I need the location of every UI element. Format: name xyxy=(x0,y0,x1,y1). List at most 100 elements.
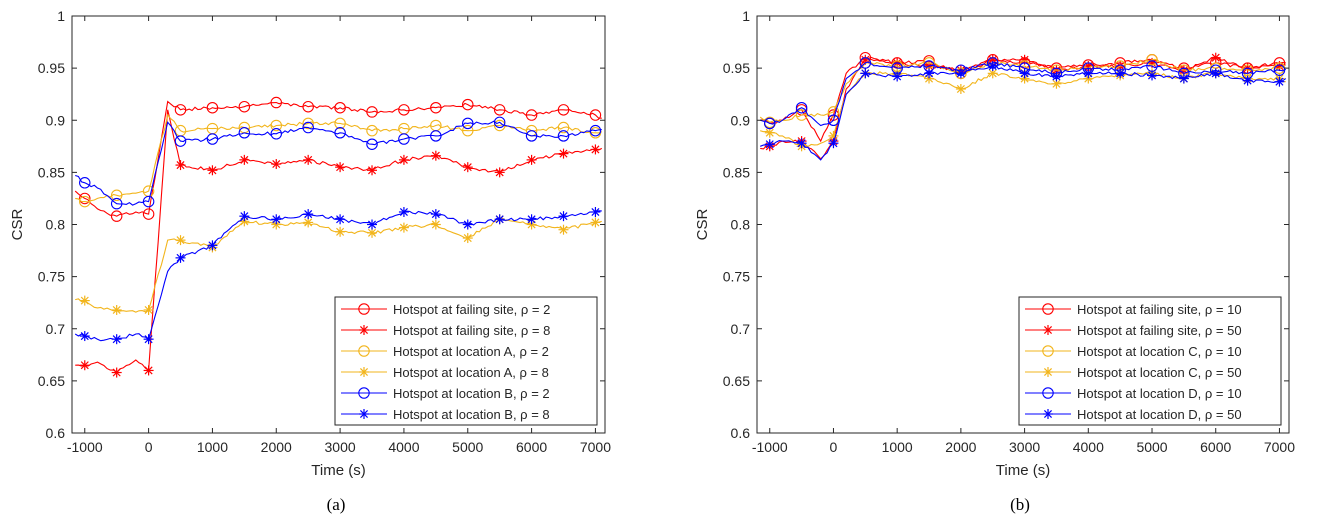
series-4-marker xyxy=(270,128,283,140)
series-1-marker xyxy=(430,150,441,161)
series-3-marker xyxy=(111,304,122,315)
series-1-marker xyxy=(558,148,569,159)
series-3-marker xyxy=(303,217,314,228)
legend-label: Hotspot at failing site, ρ = 8 xyxy=(393,323,550,338)
series-0-marker xyxy=(366,106,378,118)
chart-panel-b: -1000 0 1000 2000 3000 4000 5000 6000 7000 0.6 0.6… xyxy=(694,8,1295,479)
series-4-marker xyxy=(142,195,155,208)
series-5-marker xyxy=(1242,75,1253,86)
x-tick-label: -1000 xyxy=(67,439,103,455)
series-1-marker xyxy=(303,154,314,165)
series-3-marker xyxy=(764,127,775,138)
series-1-marker xyxy=(207,165,218,176)
series-5-marker xyxy=(1210,68,1221,79)
series-4-marker xyxy=(859,57,872,69)
series-4-marker xyxy=(238,127,251,139)
y-tick-label: 0.75 xyxy=(38,269,65,285)
series-5-marker xyxy=(1083,68,1094,79)
series-0-marker xyxy=(493,104,506,116)
y-tick-label: 0.65 xyxy=(723,373,750,389)
y-axis-label: CSR xyxy=(9,208,26,240)
series-1-marker xyxy=(239,154,250,165)
series-line-4 xyxy=(75,120,602,206)
series-1-marker xyxy=(462,162,473,173)
series-0-marker xyxy=(174,104,187,116)
series-3-marker xyxy=(398,222,409,233)
series-5-marker xyxy=(111,334,122,345)
x-axis-label: Time (s) xyxy=(311,462,365,479)
series-1-marker xyxy=(367,165,378,176)
legend-label: Hotspot at location C, ρ = 50 xyxy=(1077,365,1242,380)
series-5-marker xyxy=(526,214,537,225)
series-4-marker xyxy=(557,130,570,142)
legend-box xyxy=(334,296,598,426)
series-0-marker xyxy=(398,104,410,116)
series-3-marker xyxy=(175,235,186,246)
x-tick-label: 0 xyxy=(145,439,153,455)
series-1-marker xyxy=(494,167,505,178)
series-group xyxy=(759,51,1287,161)
series-5-marker xyxy=(207,240,218,251)
y-tick-label: 0.95 xyxy=(38,60,65,76)
y-tick-label: 0.9 xyxy=(731,112,751,128)
series-5-marker xyxy=(1274,76,1285,87)
series-5-marker xyxy=(494,214,505,225)
series-3-marker xyxy=(590,217,601,228)
series-5-marker xyxy=(335,214,346,225)
series-5-marker xyxy=(892,71,903,82)
series-group xyxy=(74,96,603,378)
legend: Hotspot at failing site, ρ = 10 Hotspot a… xyxy=(1018,296,1282,426)
series-3-marker xyxy=(462,233,473,244)
series-5-marker xyxy=(590,206,601,217)
y-tick-label: 0.6 xyxy=(46,425,66,441)
y-tick-label: 0.95 xyxy=(723,60,750,76)
legend-marker xyxy=(358,345,370,357)
legend-marker xyxy=(1042,387,1054,399)
x-tick-label: 5000 xyxy=(1136,439,1167,455)
series-5-marker xyxy=(1115,68,1126,79)
y-tick-label: 0.8 xyxy=(46,217,66,233)
series-5-marker xyxy=(860,68,871,79)
series-5-marker xyxy=(398,206,409,217)
series-2-marker xyxy=(302,117,314,130)
series-4-marker xyxy=(493,116,506,129)
x-axis-label: Time (s) xyxy=(996,462,1050,479)
legend-marker xyxy=(359,325,369,335)
legend-label: Hotspot at location C, ρ = 10 xyxy=(1077,344,1242,359)
caption-panel-b: (b) xyxy=(1010,495,1030,514)
series-5-marker xyxy=(239,211,250,222)
legend-marker xyxy=(1043,409,1053,419)
series-2-marker xyxy=(270,119,283,132)
series-1-marker xyxy=(1210,52,1221,63)
series-line-1 xyxy=(75,109,603,374)
series-5-marker xyxy=(828,138,839,149)
series-4-marker xyxy=(110,197,123,210)
series-1-marker xyxy=(111,367,122,378)
series-4-marker xyxy=(174,135,187,147)
legend-label: Hotspot at location D, ρ = 10 xyxy=(1077,386,1242,401)
series-0-marker xyxy=(430,101,442,114)
series-5-marker xyxy=(987,61,998,72)
series-4-marker xyxy=(206,133,219,145)
legend-marker xyxy=(1043,367,1053,377)
series-5-marker xyxy=(367,219,378,230)
series-4-marker xyxy=(525,130,538,142)
series-2-marker xyxy=(795,109,808,121)
series-4-marker xyxy=(763,117,776,130)
x-tick-label: 5000 xyxy=(452,439,483,455)
series-0-marker xyxy=(334,101,346,114)
series-4-marker xyxy=(795,101,808,114)
series-0-marker xyxy=(589,109,602,121)
series-0-marker xyxy=(462,98,474,111)
series-1-marker xyxy=(590,144,601,155)
series-2-marker xyxy=(79,195,91,208)
series-4-marker xyxy=(366,138,378,150)
series-5-marker xyxy=(558,211,569,222)
series-line-0 xyxy=(74,100,602,217)
series-0-marker xyxy=(302,100,314,113)
series-3-marker xyxy=(430,219,441,230)
x-tick-label: 6000 xyxy=(1200,439,1231,455)
series-3-marker xyxy=(558,224,569,235)
series-0-marker xyxy=(557,104,570,116)
